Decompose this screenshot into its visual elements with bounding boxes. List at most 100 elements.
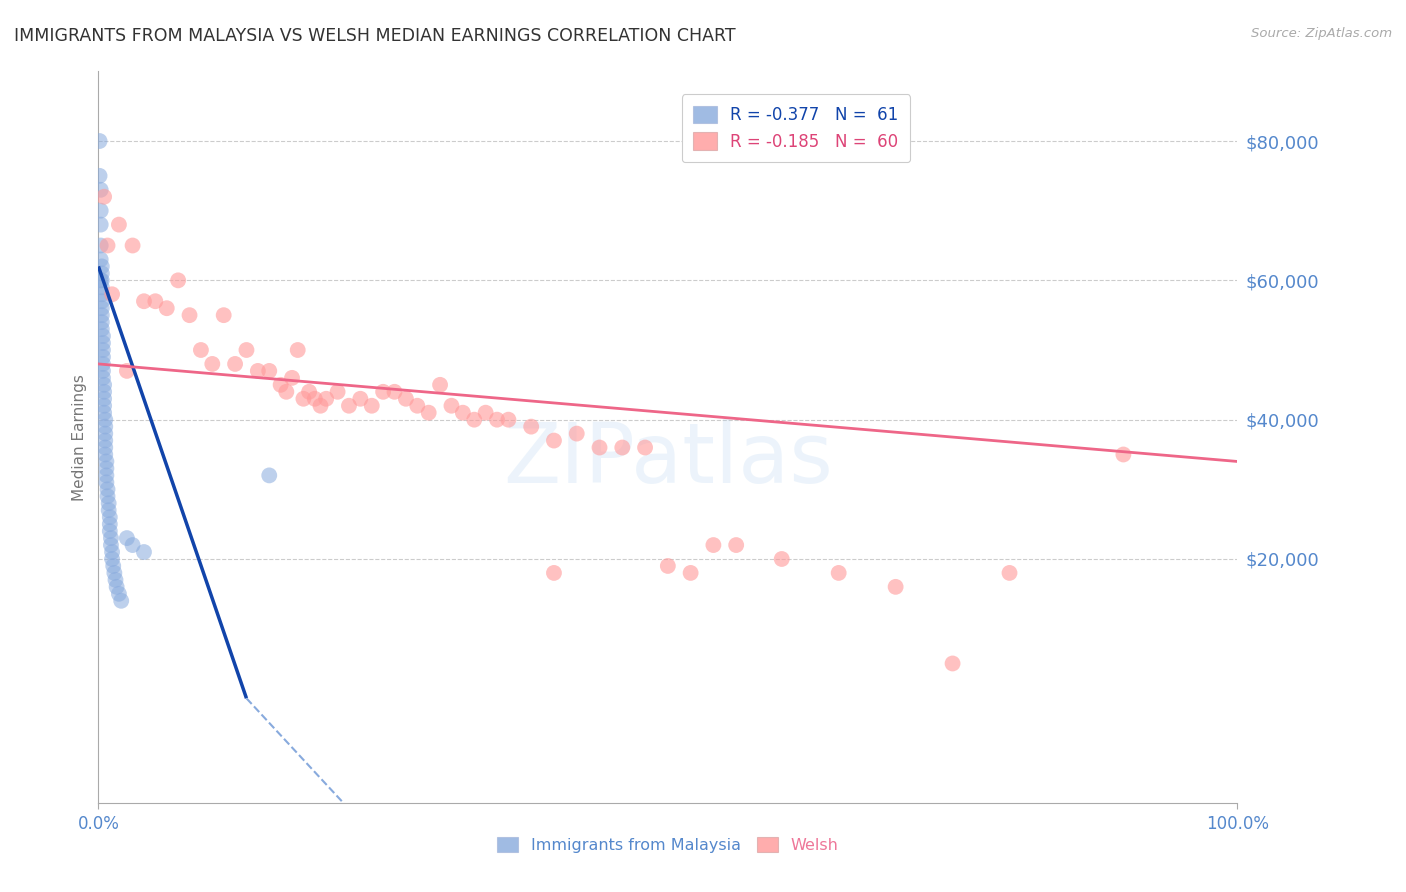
Point [292, 392, 315, 406]
Point [96, 475, 118, 490]
Point [828, 566, 851, 580]
Point [110, 594, 132, 608]
Point [246, 364, 269, 378]
Point [91, 329, 114, 343]
Point [91, 343, 114, 357]
Point [224, 357, 246, 371]
Point [259, 468, 281, 483]
Point [212, 308, 235, 322]
Point [90, 252, 112, 267]
Point [702, 538, 724, 552]
Point [96, 489, 118, 503]
Point [89, 169, 111, 183]
Point [90, 183, 112, 197]
Point [360, 399, 382, 413]
Point [96, 238, 118, 252]
Text: Source: ZipAtlas.com: Source: ZipAtlas.com [1251, 27, 1392, 40]
Point [167, 273, 190, 287]
Point [565, 426, 588, 441]
Point [679, 566, 702, 580]
Point [725, 538, 748, 552]
Point [98, 524, 121, 538]
Point [998, 566, 1021, 580]
Point [115, 531, 138, 545]
Legend: Immigrants from Malaysia, Welsh: Immigrants from Malaysia, Welsh [489, 829, 846, 861]
Point [451, 406, 474, 420]
Point [520, 419, 543, 434]
Point [96, 454, 118, 468]
Point [101, 545, 124, 559]
Point [309, 399, 332, 413]
Point [121, 538, 143, 552]
Point [93, 384, 115, 399]
Point [90, 322, 112, 336]
Point [91, 336, 114, 351]
Point [270, 377, 292, 392]
Y-axis label: Median Earnings: Median Earnings [72, 374, 87, 500]
Point [90, 287, 112, 301]
Point [770, 552, 793, 566]
Point [93, 406, 115, 420]
Point [315, 392, 337, 406]
Point [91, 357, 114, 371]
Point [101, 287, 124, 301]
Point [103, 558, 125, 573]
Point [259, 364, 281, 378]
Point [105, 580, 128, 594]
Point [132, 294, 155, 309]
Point [89, 134, 111, 148]
Point [96, 483, 118, 497]
Point [94, 434, 117, 448]
Point [90, 273, 112, 287]
Point [96, 468, 118, 483]
Point [371, 384, 394, 399]
Point [418, 406, 440, 420]
Point [94, 448, 117, 462]
Point [121, 238, 143, 252]
Point [100, 538, 122, 552]
Point [90, 294, 112, 309]
Point [201, 357, 224, 371]
Point [93, 399, 115, 413]
Point [298, 384, 321, 399]
Text: IMMIGRANTS FROM MALAYSIA VS WELSH MEDIAN EARNINGS CORRELATION CHART: IMMIGRANTS FROM MALAYSIA VS WELSH MEDIAN… [14, 27, 735, 45]
Point [93, 377, 115, 392]
Point [612, 441, 634, 455]
Point [98, 510, 121, 524]
Point [94, 419, 117, 434]
Point [588, 441, 610, 455]
Point [543, 566, 565, 580]
Point [91, 350, 114, 364]
Point [90, 301, 112, 316]
Point [486, 412, 509, 426]
Point [108, 587, 131, 601]
Text: ZIPatlas: ZIPatlas [503, 418, 832, 500]
Point [101, 552, 124, 566]
Point [100, 531, 122, 545]
Point [156, 301, 179, 316]
Point [276, 384, 298, 399]
Point [657, 558, 679, 573]
Point [90, 238, 112, 252]
Point [942, 657, 965, 671]
Point [108, 218, 131, 232]
Point [103, 566, 125, 580]
Point [90, 218, 112, 232]
Point [90, 315, 112, 329]
Point [90, 308, 112, 322]
Point [96, 461, 118, 475]
Point [498, 412, 520, 426]
Point [132, 545, 155, 559]
Point [406, 399, 429, 413]
Point [429, 377, 451, 392]
Point [884, 580, 907, 594]
Point [145, 294, 167, 309]
Point [384, 384, 406, 399]
Point [349, 392, 371, 406]
Point [1112, 448, 1135, 462]
Point [326, 384, 349, 399]
Point [543, 434, 565, 448]
Point [634, 441, 657, 455]
Point [190, 343, 212, 357]
Point [179, 308, 201, 322]
